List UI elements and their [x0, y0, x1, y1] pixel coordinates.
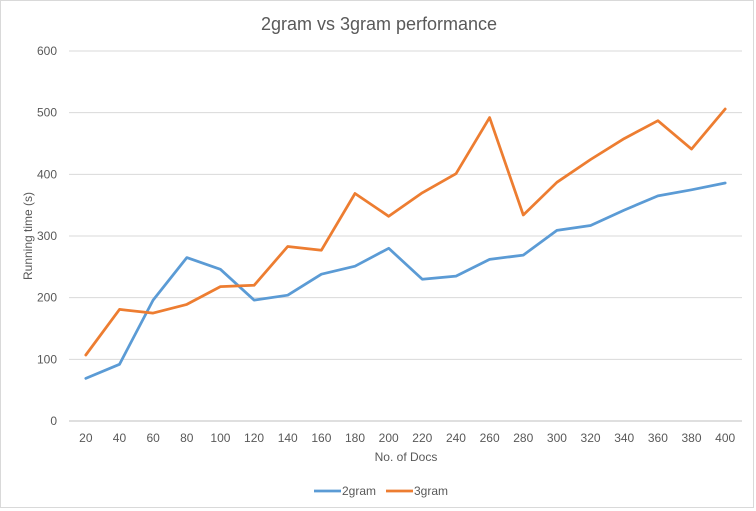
x-tick-label: 280: [513, 431, 533, 445]
x-tick-label: 260: [480, 431, 500, 445]
x-tick-label: 240: [446, 431, 466, 445]
x-tick-label: 160: [311, 431, 331, 445]
x-tick-label: 120: [244, 431, 264, 445]
y-tick-label: 600: [37, 44, 57, 58]
legend: 2gram 3gram: [314, 484, 448, 498]
x-tick-label: 340: [614, 431, 634, 445]
series-line-3gram: [84, 107, 727, 357]
x-axis-title: No. of Docs: [375, 450, 438, 464]
x-tick-label: 20: [79, 431, 93, 445]
legend-item-2gram: 2gram: [314, 484, 376, 498]
series-line-2gram: [84, 181, 727, 380]
x-tick-label: 200: [379, 431, 399, 445]
x-tick-label: 100: [210, 431, 230, 445]
x-tick-label: 220: [412, 431, 432, 445]
legend-label: 3gram: [414, 484, 448, 498]
series-lines: [84, 107, 727, 380]
axes: 0 100 200 300 400 500 600 20 40 60 80 100 120 140 160 1…: [37, 44, 742, 445]
x-tick-label: 40: [113, 431, 127, 445]
y-tick-label: 400: [37, 167, 57, 181]
gridlines: [69, 50, 742, 360]
legend-label: 2gram: [342, 484, 376, 498]
x-tick-label: 320: [581, 431, 601, 445]
y-axis-title: Running time (s): [21, 192, 35, 280]
x-tick-label: 180: [345, 431, 365, 445]
chart-title: 2gram vs 3gram performance: [261, 14, 497, 34]
x-tick-label: 140: [278, 431, 298, 445]
x-tick-label: 380: [682, 431, 702, 445]
x-tick-label: 300: [547, 431, 567, 445]
y-tick-label: 0: [50, 414, 57, 428]
y-tick-label: 500: [37, 106, 57, 120]
y-tick-label: 200: [37, 291, 57, 305]
y-tick-label: 100: [37, 352, 57, 366]
legend-item-3gram: 3gram: [386, 484, 448, 498]
x-tick-label: 60: [146, 431, 160, 445]
x-tick-label: 400: [715, 431, 735, 445]
x-tick-label: 80: [180, 431, 194, 445]
x-tick-label: 360: [648, 431, 668, 445]
y-tick-label: 300: [37, 229, 57, 243]
